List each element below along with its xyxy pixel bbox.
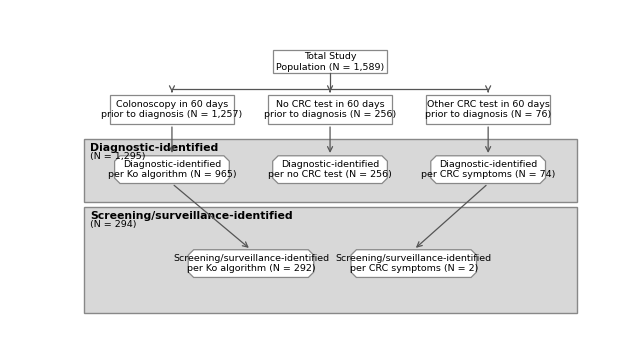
- Polygon shape: [115, 156, 229, 184]
- Text: Screening/surveillance-identified: Screening/surveillance-identified: [90, 211, 292, 221]
- FancyBboxPatch shape: [426, 95, 550, 124]
- FancyBboxPatch shape: [84, 207, 576, 313]
- Polygon shape: [272, 156, 388, 184]
- Polygon shape: [188, 250, 314, 278]
- Polygon shape: [431, 156, 545, 184]
- Polygon shape: [351, 250, 477, 278]
- Text: Diagnostic-identified
per CRC symptoms (N = 74): Diagnostic-identified per CRC symptoms (…: [421, 160, 555, 179]
- Text: No CRC test in 60 days
prior to diagnosis (N = 256): No CRC test in 60 days prior to diagnosi…: [264, 100, 396, 119]
- Text: Diagnostic-identified
per no CRC test (N = 256): Diagnostic-identified per no CRC test (N…: [268, 160, 392, 179]
- FancyBboxPatch shape: [268, 95, 392, 124]
- Text: (N = 1,295): (N = 1,295): [90, 152, 146, 161]
- FancyBboxPatch shape: [272, 50, 388, 73]
- Text: Diagnostic-identified: Diagnostic-identified: [90, 143, 218, 153]
- Text: Total Study
Population (N = 1,589): Total Study Population (N = 1,589): [276, 52, 384, 72]
- Text: Other CRC test in 60 days
prior to diagnosis (N = 76): Other CRC test in 60 days prior to diagn…: [425, 100, 551, 119]
- FancyBboxPatch shape: [110, 95, 234, 124]
- Text: Screening/surveillance-identified
per Ko algorithm (N = 292): Screening/surveillance-identified per Ko…: [173, 254, 329, 273]
- Text: Diagnostic-identified
per Ko algorithm (N = 965): Diagnostic-identified per Ko algorithm (…: [108, 160, 236, 179]
- FancyBboxPatch shape: [84, 139, 576, 202]
- Text: Screening/surveillance-identified
per CRC symptoms (N = 2): Screening/surveillance-identified per CR…: [336, 254, 492, 273]
- Text: (N = 294): (N = 294): [90, 220, 137, 229]
- Text: Colonoscopy in 60 days
prior to diagnosis (N = 1,257): Colonoscopy in 60 days prior to diagnosi…: [101, 100, 243, 119]
